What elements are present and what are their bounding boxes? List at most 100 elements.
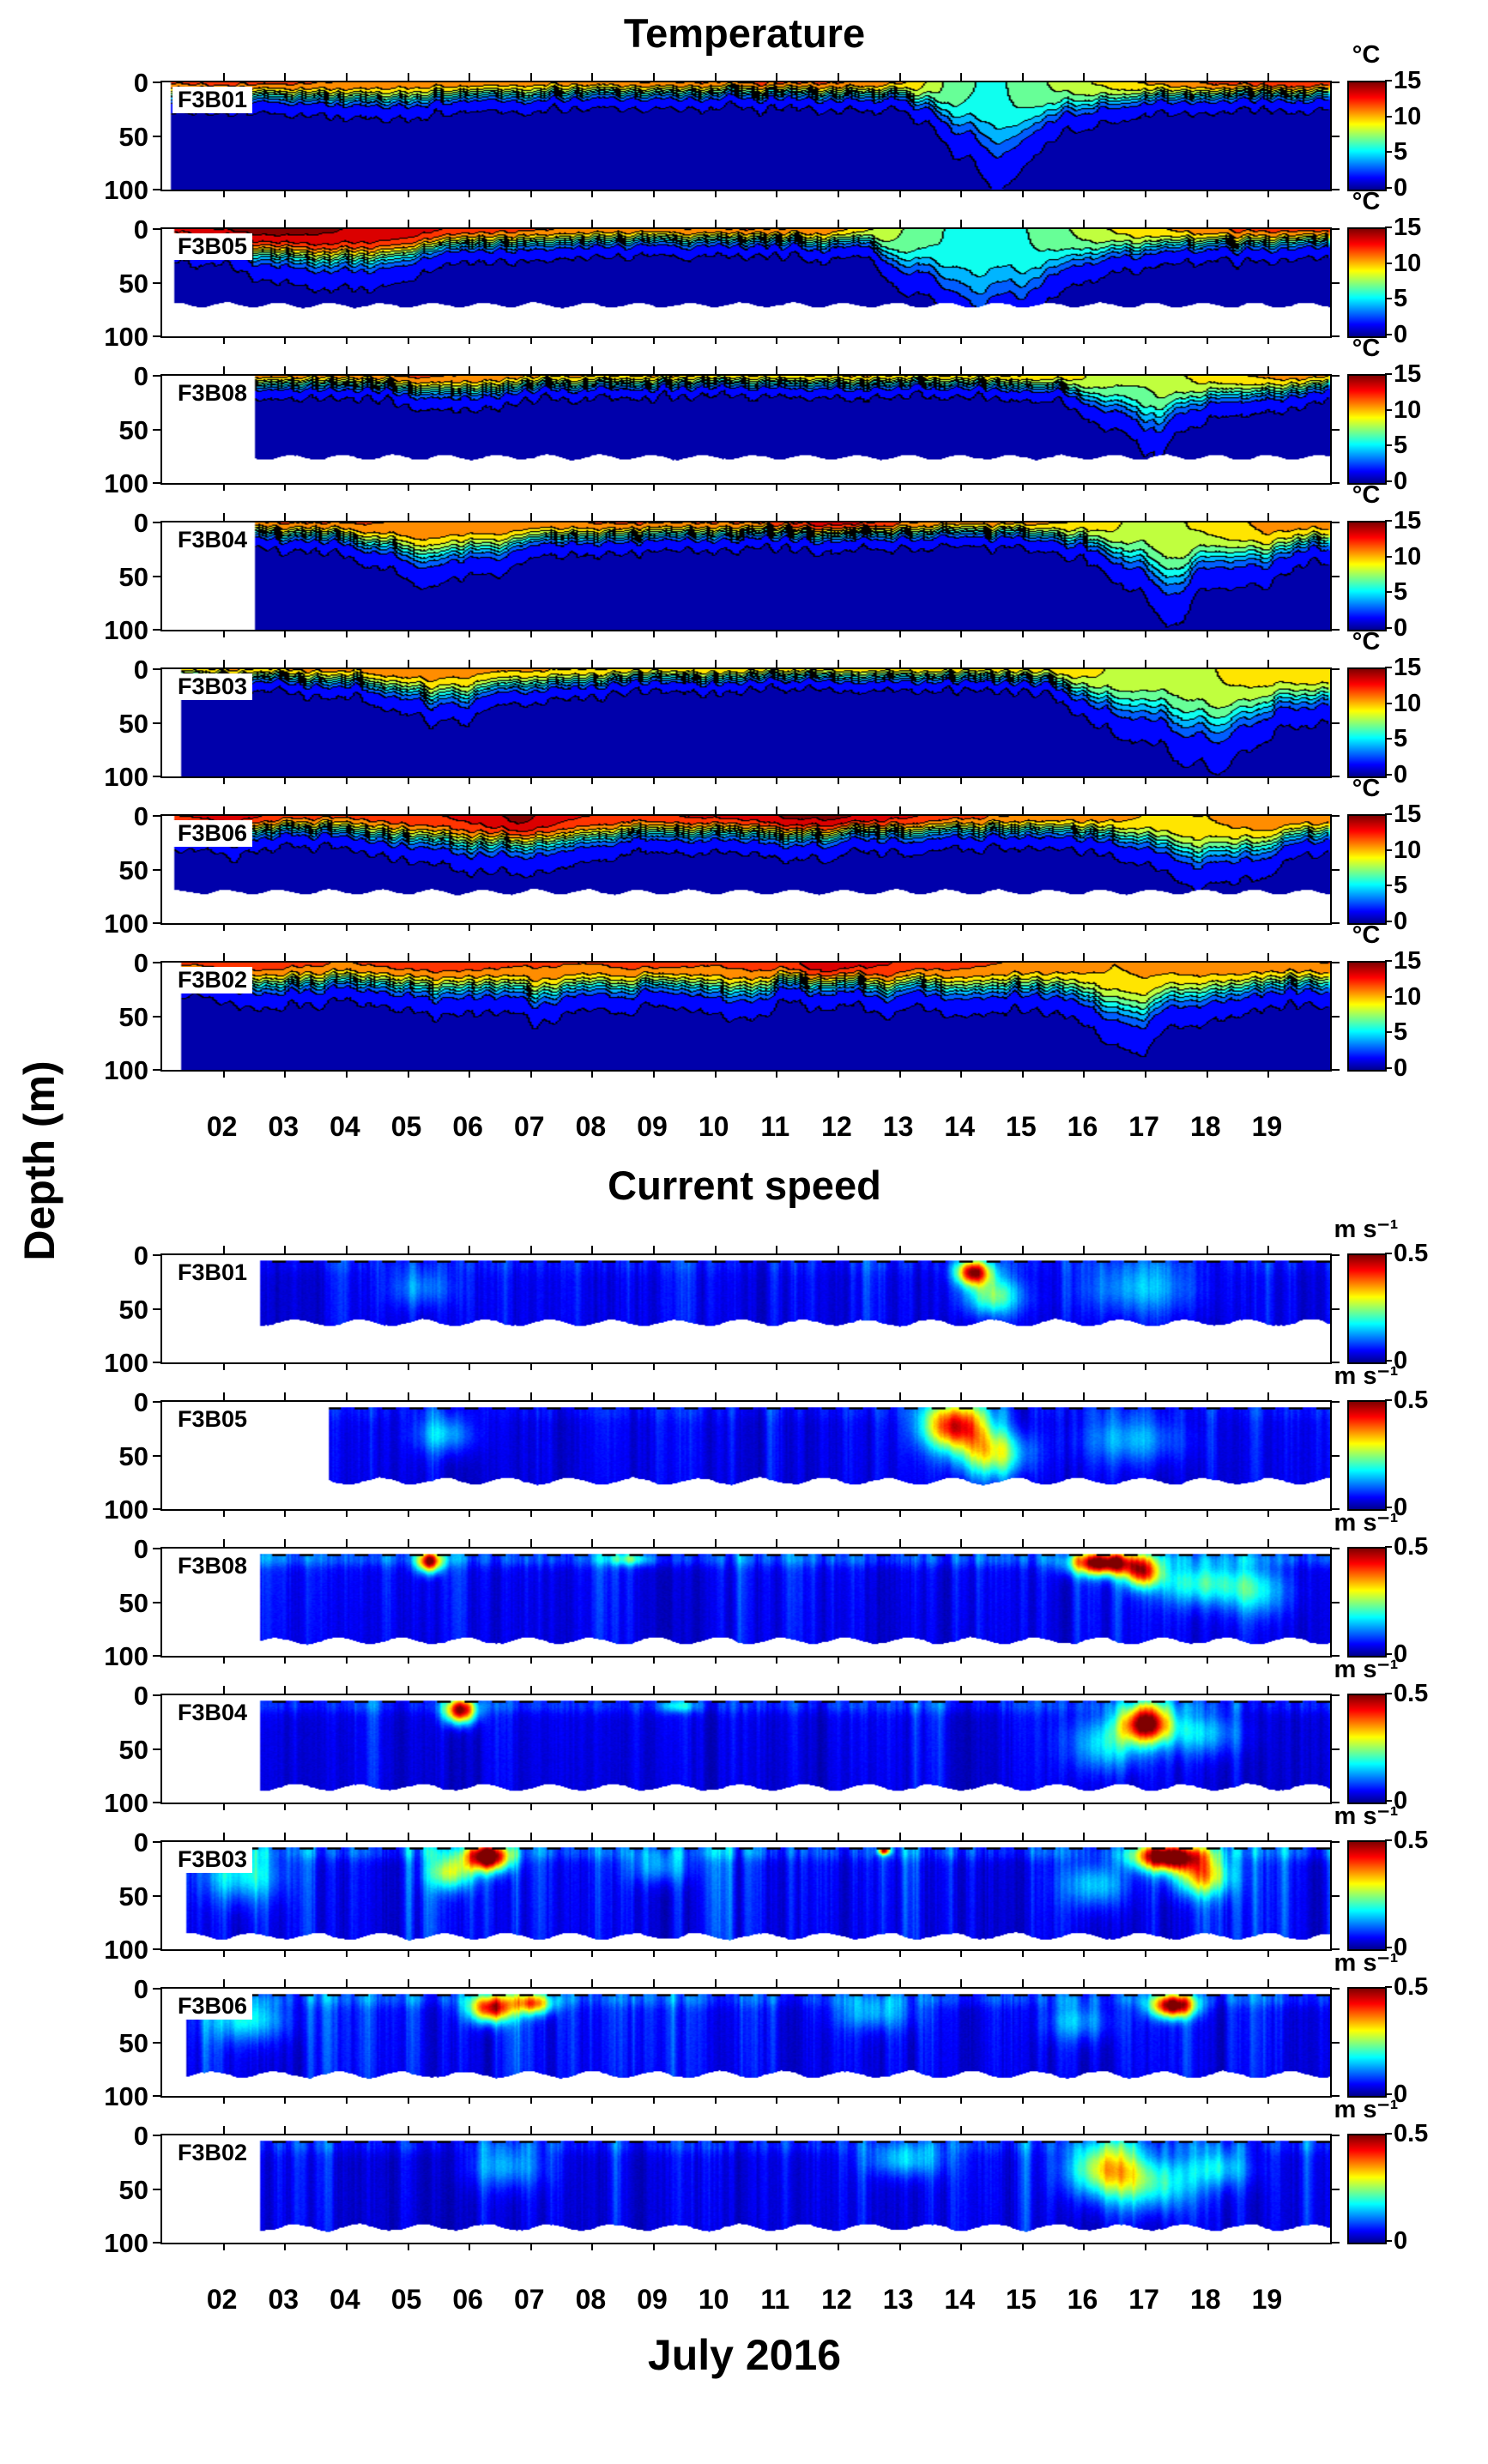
- x-tick: [1206, 776, 1208, 784]
- y-tick: [153, 668, 160, 670]
- x-tick: [345, 1539, 348, 1547]
- heatmap-image: [162, 229, 1330, 336]
- y-tick: [1332, 335, 1340, 337]
- current-speed-section: Current speed F3B01 0 50 100 m s⁻¹ 0.5 0 F3B05 0…: [0, 1159, 1488, 2320]
- y-tick: [153, 2095, 160, 2097]
- x-tick: [284, 953, 287, 961]
- x-tick: [529, 483, 532, 491]
- x-tick: [960, 806, 963, 814]
- x-tick: [222, 953, 225, 961]
- heatmap-image: [162, 963, 1330, 1070]
- x-tick: [345, 923, 348, 931]
- x-tick: [1021, 483, 1024, 491]
- x-tick: [469, 483, 471, 491]
- colorbar: [1347, 814, 1387, 925]
- x-tick: [1083, 630, 1086, 637]
- colorbar-tick-label: 15: [1394, 507, 1422, 534]
- colorbar-tick: [1385, 334, 1392, 335]
- x-tick: [898, 1803, 901, 1810]
- x-tick: [837, 2096, 839, 2104]
- x-tick: [529, 220, 532, 227]
- x-tick-label: 18: [1189, 1111, 1221, 1142]
- x-tick: [591, 1392, 594, 1400]
- x-tick: [714, 1949, 717, 1957]
- x-tick-label: 14: [944, 1111, 975, 1142]
- x-tick: [898, 776, 901, 784]
- colorbar-tick: [1385, 262, 1392, 264]
- y-tick-label: 100: [104, 322, 148, 352]
- heatmap-image: [162, 816, 1330, 923]
- x-tick: [469, 630, 471, 637]
- x-tick: [222, 1509, 225, 1517]
- y-tick: [1332, 2242, 1340, 2244]
- x-tick: [960, 2243, 963, 2250]
- y-tick-label: 0: [133, 1534, 148, 1564]
- x-tick: [1021, 923, 1024, 931]
- x-tick: [591, 1979, 594, 1987]
- x-tick: [837, 483, 839, 491]
- x-tick: [1083, 2126, 1086, 2134]
- x-tick: [1145, 660, 1147, 667]
- x-tick: [776, 73, 778, 81]
- x-tick: [1083, 336, 1086, 344]
- colorbar: [1347, 1987, 1387, 2098]
- x-tick: [776, 1686, 778, 1694]
- panel-row-F3B03: F3B03 0 50 100 °C 15 10 5 0: [0, 628, 1488, 814]
- x-tick: [284, 1979, 287, 1987]
- y-tick: [1332, 428, 1340, 431]
- x-tick: [1145, 2126, 1147, 2134]
- x-tick: [469, 1833, 471, 1840]
- colorbar-tick: [1385, 738, 1392, 740]
- colorbar: [1347, 81, 1387, 191]
- x-tick: [653, 923, 656, 931]
- x-tick: [284, 1509, 287, 1517]
- heatmap-panel-F3B01: F3B01 0 50 100: [104, 69, 1340, 203]
- y-tick: [153, 776, 160, 777]
- x-tick: [776, 660, 778, 667]
- y-tick: [153, 1015, 160, 1018]
- colorbar: [1347, 374, 1387, 485]
- x-tick: [714, 1539, 717, 1547]
- x-tick: [1267, 1949, 1270, 1957]
- colorbar: [1347, 1694, 1387, 1804]
- x-tick: [714, 483, 717, 491]
- y-tick-label: 50: [118, 1881, 148, 1911]
- colorbar-tick-label: 0: [1394, 1934, 1408, 1961]
- x-tick: [1021, 2096, 1024, 2104]
- y-tick: [153, 2188, 160, 2190]
- x-tick: [222, 2243, 225, 2250]
- x-tick: [1021, 660, 1024, 667]
- current-speed-panels: F3B01 0 50 100 m s⁻¹ 0.5 0 F3B05 0 50 100 m s⁻¹ 0.5 0…: [0, 1216, 1488, 2320]
- x-tick: [529, 806, 532, 814]
- colorbar-title: °C: [1352, 188, 1381, 215]
- y-tick: [153, 1988, 160, 1990]
- x-tick: [1021, 1979, 1024, 1987]
- x-tick: [284, 630, 287, 637]
- x-tick: [591, 1246, 594, 1253]
- x-tick: [776, 336, 778, 344]
- x-tick: [1206, 1686, 1208, 1694]
- x-tick-labels: 02 03 04 05 06 07 08 09 10 11 12 13 14 15 16 17 18 19: [0, 1108, 1488, 1147]
- x-tick-label: 05: [390, 1111, 422, 1142]
- x-tick: [1206, 1509, 1208, 1517]
- x-tick: [776, 1656, 778, 1664]
- x-tick: [714, 220, 717, 227]
- x-tick: [1083, 2243, 1086, 2250]
- x-tick: [591, 513, 594, 521]
- x-tick: [776, 2126, 778, 2134]
- x-tick: [653, 1803, 656, 1810]
- colorbar-tick-label: 5: [1394, 138, 1408, 166]
- x-tick: [1021, 1362, 1024, 1370]
- x-tick: [714, 73, 717, 81]
- x-tick: [960, 923, 963, 931]
- y-tick: [1332, 1548, 1340, 1549]
- x-tick: [653, 220, 656, 227]
- x-tick: [407, 806, 409, 814]
- x-tick: [837, 366, 839, 374]
- x-tick: [284, 923, 287, 931]
- x-tick: [469, 953, 471, 961]
- x-tick: [345, 1509, 348, 1517]
- station-label: F3B05: [172, 233, 253, 261]
- x-tick: [529, 1686, 532, 1694]
- y-tick-label: 0: [133, 1974, 148, 2004]
